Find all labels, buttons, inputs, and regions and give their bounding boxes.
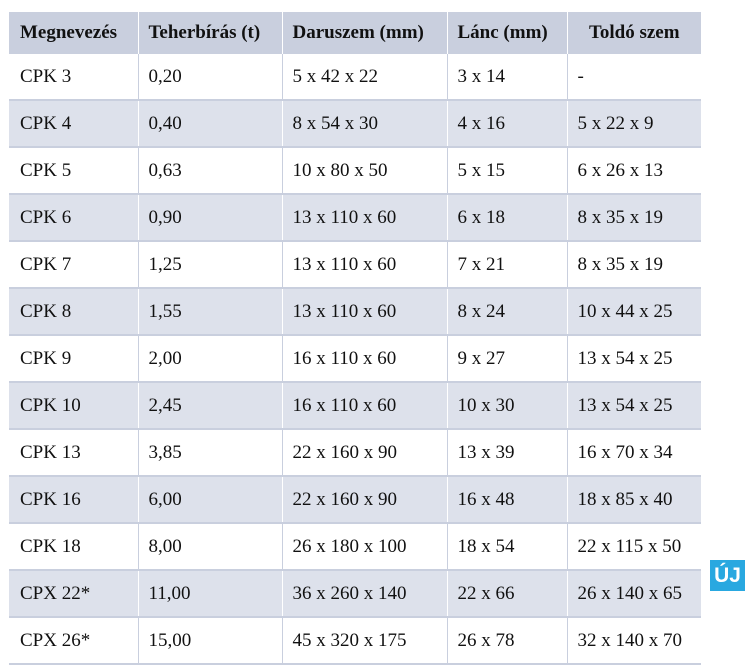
header-daruszem: Daruszem (mm) <box>282 12 448 54</box>
cell-teherbiras: 6,00 <box>138 476 283 523</box>
cell-daruszem: 8 x 54 x 30 <box>282 100 448 147</box>
cell-teherbiras: 0,63 <box>138 147 283 194</box>
header-toldo-szem: Toldó szem <box>567 12 701 54</box>
cell-toldo-szem: 13 x 54 x 25 <box>567 382 701 429</box>
cell-megnevezes: CPK 13 <box>9 429 139 476</box>
product-table: Megnevezés Teherbírás (t) Daruszem (mm) … <box>9 12 701 665</box>
cell-toldo-szem: 8 x 35 x 19 <box>567 194 701 241</box>
cell-daruszem: 22 x 160 x 90 <box>282 429 448 476</box>
cell-megnevezes: CPK 5 <box>9 147 139 194</box>
cell-lanc: 5 x 15 <box>447 147 568 194</box>
cell-megnevezes: CPX 22* <box>9 570 139 617</box>
cell-megnevezes: CPK 8 <box>9 288 139 335</box>
cell-toldo-szem: 26 x 140 x 65 <box>567 570 701 617</box>
cell-megnevezes: CPK 4 <box>9 100 139 147</box>
table-row: CPK 18 8,00 26 x 180 x 100 18 x 54 22 x 115 … <box>9 523 701 570</box>
cell-lanc: 4 x 16 <box>447 100 568 147</box>
cell-megnevezes: CPX 26* <box>9 617 139 664</box>
table-row: CPK 3 0,20 5 x 42 x 22 3 x 14- <box>9 54 701 100</box>
cell-lanc: 7 x 21 <box>447 241 568 288</box>
cell-daruszem: 22 x 160 x 90 <box>282 476 448 523</box>
cell-teherbiras: 1,25 <box>138 241 283 288</box>
cell-megnevezes: CPK 16 <box>9 476 139 523</box>
cell-megnevezes: CPK 18 <box>9 523 139 570</box>
cell-toldo-szem: 16 x 70 x 34 <box>577 441 673 463</box>
cell-teherbiras: 11,00 <box>138 570 283 617</box>
cell-teherbiras: 2,45 <box>138 382 283 429</box>
cell-lanc: 13 x 39 <box>447 429 568 476</box>
cell-lanc: 3 x 14 <box>447 54 568 100</box>
cell-teherbiras: 0,40 <box>138 100 283 147</box>
cell-daruszem: 26 x 180 x 100 <box>282 523 448 570</box>
cell-lanc: 10 x 30 <box>447 382 568 429</box>
table-row: CPK 6 0,90 13 x 110 x 60 6 x 18 8 x 35 x 19 <box>9 194 701 241</box>
cell-megnevezes: CPK 7 <box>9 241 139 288</box>
cell-toldo-szem: 10 x 44 x 25 <box>567 288 701 335</box>
new-badge: ÚJ <box>710 560 745 591</box>
cell-lanc: 18 x 54 <box>447 523 568 570</box>
header-teherbiras: Teherbírás (t) <box>138 12 283 54</box>
cell-toldo-szem: 32 x 140 x 70 <box>577 629 683 651</box>
table-row: CPX 26* 15,00 45 x 320 x 175 26 x 78 32 x 14… <box>9 617 701 664</box>
table-row: CPK 10 2,45 16 x 110 x 60 10 x 30 13 x 54 x … <box>9 382 701 429</box>
cell-daruszem: 13 x 110 x 60 <box>282 288 448 335</box>
cell-daruszem: 45 x 320 x 175 <box>282 617 448 664</box>
cell-daruszem: 16 x 110 x 60 <box>282 335 448 382</box>
cell-lanc: 16 x 48 <box>447 476 568 523</box>
cell-lanc: 9 x 27 <box>447 335 568 382</box>
cell-megnevezes: CPK 6 <box>9 194 139 241</box>
cell-daruszem: 16 x 110 x 60 <box>282 382 448 429</box>
table-row: CPK 9 2,00 16 x 110 x 60 9 x 27 13 x 54 x 25 <box>9 335 701 382</box>
cell-teherbiras: 8,00 <box>138 523 283 570</box>
table-row: CPK 13 3,85 22 x 160 x 90 13 x 39 16 x 70 x … <box>9 429 701 476</box>
cell-lanc: 22 x 66 <box>447 570 568 617</box>
table-row: CPK 7 1,25 13 x 110 x 60 7 x 21 8 x 35 x 19 <box>9 241 701 288</box>
table-row: CPK 16 6,00 22 x 160 x 90 16 x 48 18 x 85 x … <box>9 476 701 523</box>
table-row: CPX 22* 11,00 36 x 260 x 140 22 x 66 26 x 14… <box>9 570 701 617</box>
header-lanc: Lánc (mm) <box>447 12 568 54</box>
cell-teherbiras: 0,90 <box>138 194 283 241</box>
cell-teherbiras: 1,55 <box>138 288 283 335</box>
cell-toldo-szem: - <box>577 65 584 87</box>
table-row: CPK 5 0,63 10 x 80 x 50 5 x 15 6 x 26 x 13 <box>9 147 701 194</box>
cell-megnevezes: CPK 9 <box>9 335 139 382</box>
cell-daruszem: 36 x 260 x 140 <box>282 570 448 617</box>
cell-daruszem: 10 x 80 x 50 <box>282 147 448 194</box>
cell-daruszem: 13 x 110 x 60 <box>282 194 448 241</box>
cell-lanc: 26 x 78 <box>447 617 568 664</box>
cell-teherbiras: 2,00 <box>138 335 283 382</box>
table-header-row: Megnevezés Teherbírás (t) Daruszem (mm) … <box>9 12 701 54</box>
cell-daruszem: 5 x 42 x 22 <box>282 54 448 100</box>
cell-toldo-szem: 18 x 85 x 40 <box>567 476 701 523</box>
table-row: CPK 8 1,55 13 x 110 x 60 8 x 24 10 x 44 x 25 <box>9 288 701 335</box>
cell-megnevezes: CPK 3 <box>9 54 139 100</box>
cell-toldo-szem: 22 x 115 x 50 <box>577 535 682 557</box>
cell-toldo-szem: 6 x 26 x 13 <box>577 159 664 181</box>
cell-toldo-szem: 5 x 22 x 9 <box>567 100 701 147</box>
cell-teherbiras: 15,00 <box>138 617 283 664</box>
header-megnevezes: Megnevezés <box>9 12 139 54</box>
cell-toldo-szem: 13 x 54 x 25 <box>577 347 673 369</box>
cell-toldo-szem: 8 x 35 x 19 <box>577 253 664 275</box>
table-row: CPK 4 0,40 8 x 54 x 30 4 x 16 5 x 22 x 9 <box>9 100 701 147</box>
cell-teherbiras: 0,20 <box>138 54 283 100</box>
cell-megnevezes: CPK 10 <box>9 382 139 429</box>
cell-teherbiras: 3,85 <box>138 429 283 476</box>
cell-daruszem: 13 x 110 x 60 <box>282 241 448 288</box>
cell-lanc: 8 x 24 <box>447 288 568 335</box>
cell-lanc: 6 x 18 <box>447 194 568 241</box>
